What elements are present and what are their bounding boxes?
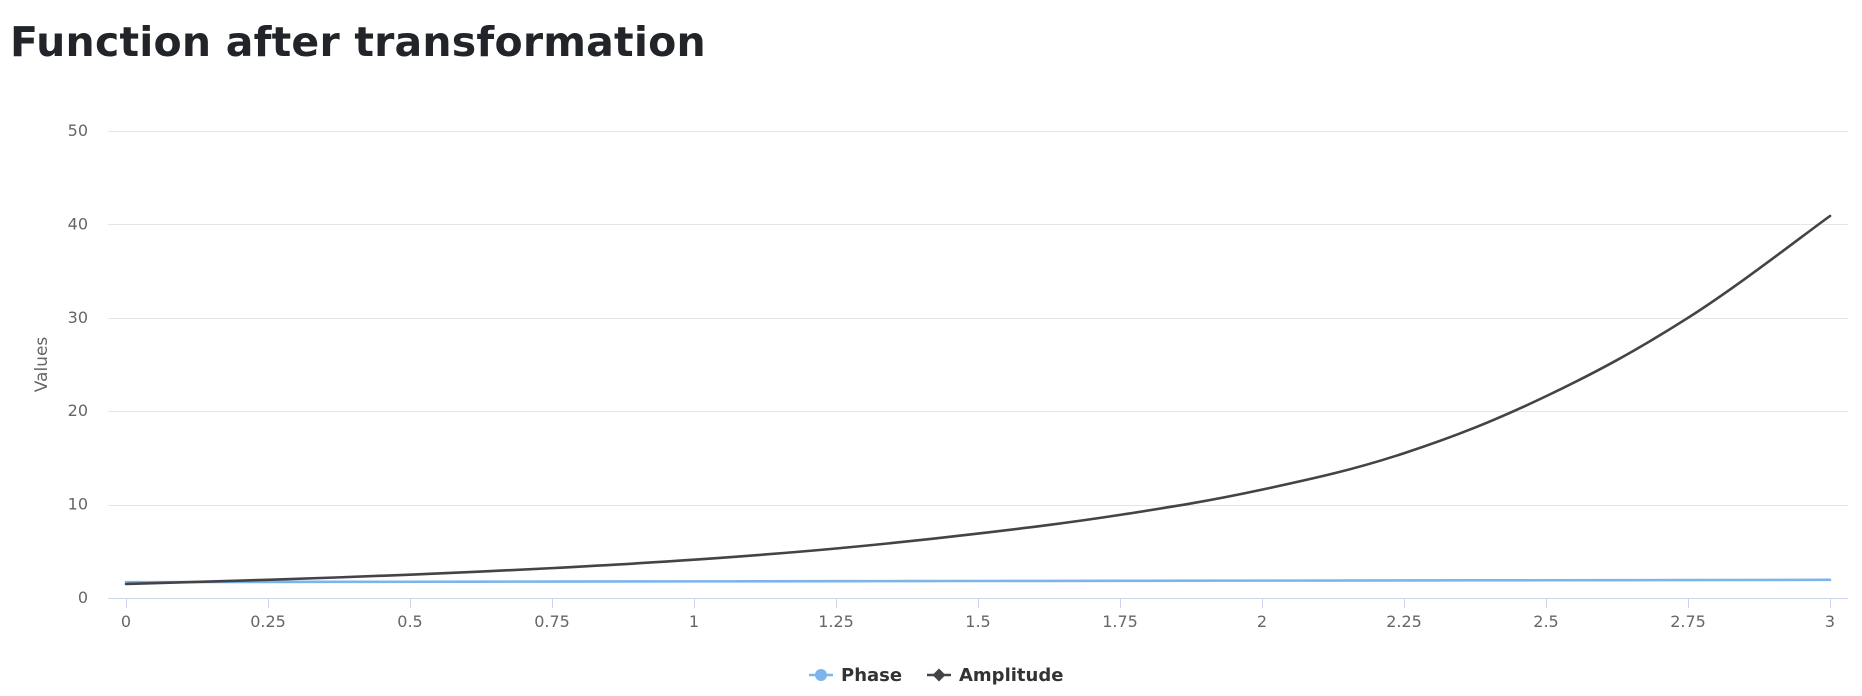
x-tick-label: 2.5 — [1533, 612, 1558, 631]
x-tick-label: 1.5 — [965, 612, 990, 631]
y-tick-label: 30 — [68, 308, 88, 327]
y-axis: 0 10 20 30 40 50 Values — [32, 121, 88, 607]
x-tick-label: 1 — [689, 612, 699, 631]
x-tick-label: 0.5 — [397, 612, 422, 631]
y-tick-label: 40 — [68, 214, 88, 233]
y-tick-label: 10 — [68, 495, 88, 514]
x-tick-label: 1.75 — [1102, 612, 1138, 631]
y-tick-label: 0 — [78, 588, 88, 607]
page-title: Function after transformation — [10, 18, 706, 66]
legend: Phase Amplitude — [809, 665, 1063, 686]
y-tick-label: 50 — [68, 121, 88, 140]
legend-label: Amplitude — [959, 665, 1063, 686]
series-line-phase[interactable] — [124, 578, 1832, 584]
x-tick-label: 0.25 — [250, 612, 286, 631]
x-tick-label: 2.25 — [1386, 612, 1422, 631]
legend-item-amplitude[interactable]: Amplitude — [927, 665, 1063, 686]
x-tick-label: 1.25 — [818, 612, 854, 631]
series-lines — [124, 214, 1832, 586]
x-axis: 0 0.25 0.5 0.75 1 1.25 1.5 1.75 2 2.25 2.5 2.75 3 — [108, 598, 1848, 631]
x-tick-label: 3 — [1825, 612, 1835, 631]
legend-circle-marker — [815, 669, 827, 681]
legend-item-phase[interactable]: Phase — [809, 665, 902, 686]
grid-lines — [108, 131, 1848, 506]
legend-diamond-marker — [932, 668, 946, 682]
y-tick-label: 20 — [68, 401, 88, 420]
y-axis-title: Values — [32, 337, 52, 393]
x-tick-label: 2.75 — [1670, 612, 1706, 631]
series-line-amplitude[interactable] — [124, 214, 1832, 586]
x-tick-label: 2 — [1257, 612, 1267, 631]
legend-label: Phase — [841, 665, 902, 686]
x-tick-label: 0 — [121, 612, 131, 631]
x-tick-label: 0.75 — [534, 612, 570, 631]
